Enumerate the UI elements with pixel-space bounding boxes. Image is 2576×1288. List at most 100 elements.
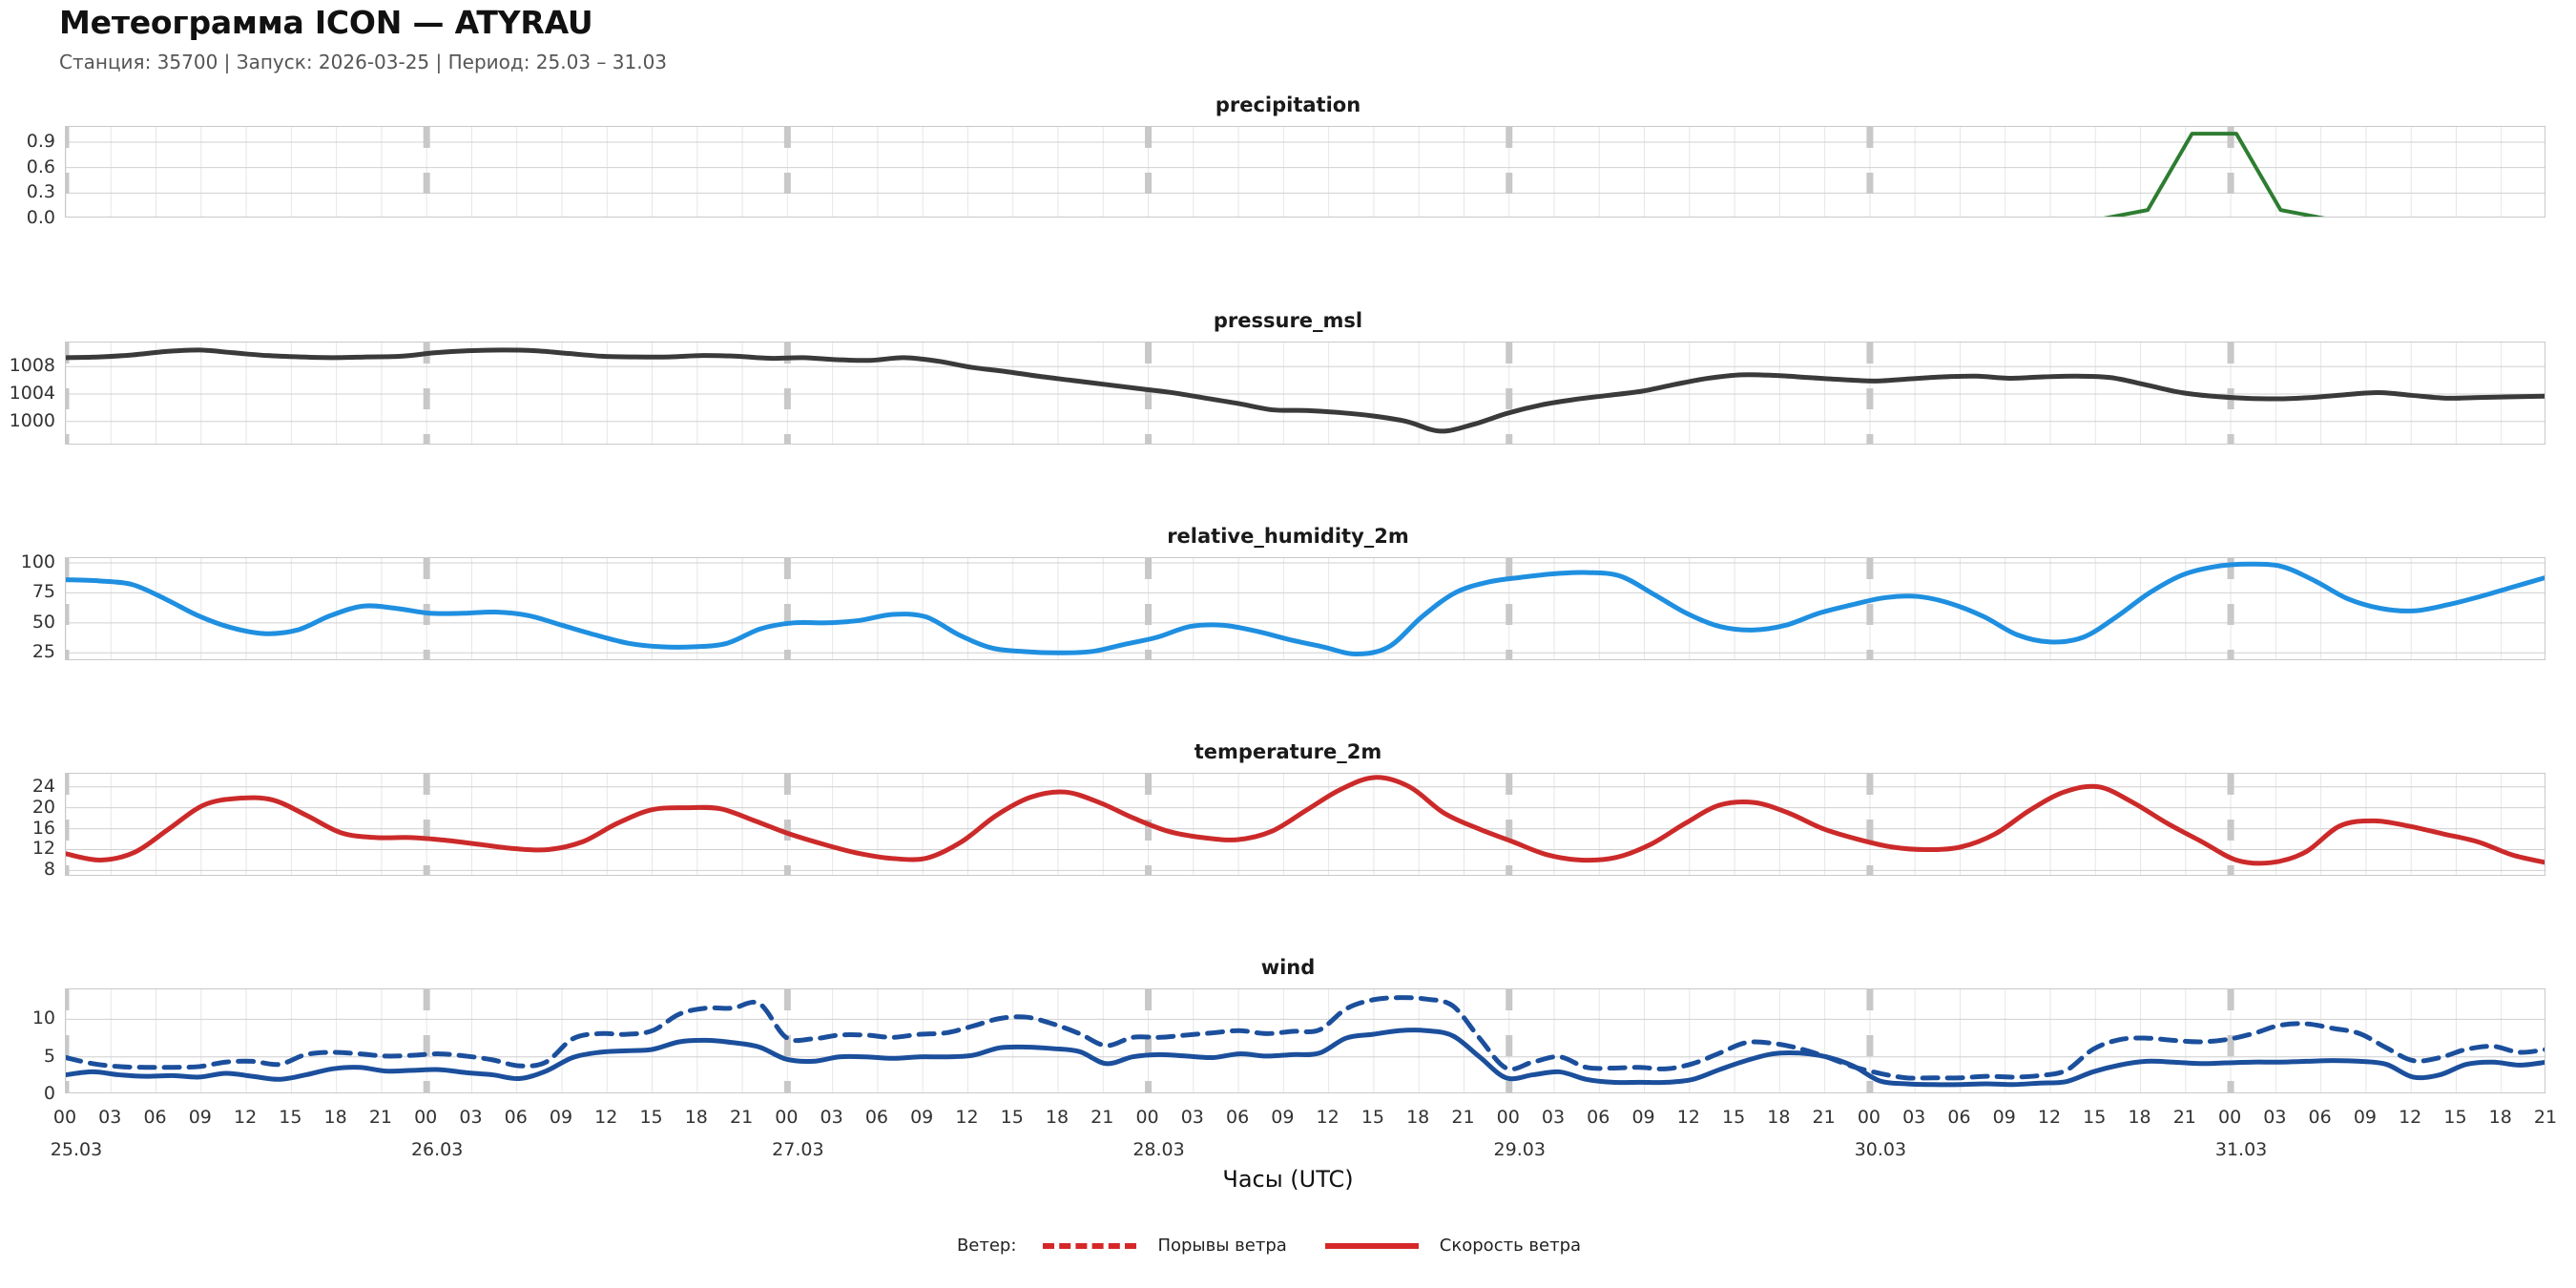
x-tick-hour: 03 <box>459 1107 483 1128</box>
x-tick-hour: 09 <box>549 1107 573 1128</box>
x-tick-hour: 15 <box>1361 1107 1384 1128</box>
x-tick-hour: 21 <box>1812 1107 1836 1128</box>
x-tick-hour: 15 <box>279 1107 302 1128</box>
y-tick-label: 0.3 <box>26 181 55 203</box>
x-tick-hour: 18 <box>323 1107 347 1128</box>
x-tick-hour: 18 <box>684 1107 708 1128</box>
legend-label-gusts: Порывы ветра <box>1157 1236 1287 1256</box>
x-tick-hour: 12 <box>594 1107 618 1128</box>
page-subtitle: Станция: 35700 | Запуск: 2026-03-25 | Пе… <box>59 51 668 73</box>
y-axis-wind: 0 5 10 <box>0 988 55 1104</box>
x-tick-hour: 21 <box>1091 1107 1114 1128</box>
y-tick-label: 75 <box>31 581 55 603</box>
x-tick-hour: 21 <box>729 1107 754 1128</box>
x-tick-hour: 15 <box>1000 1107 1024 1128</box>
x-tick-hour: 06 <box>143 1107 167 1128</box>
y-axis-precipitation: 0.0 0.3 0.6 0.9 <box>0 126 55 228</box>
x-tick-hour: 12 <box>233 1107 258 1128</box>
x-tick-hour: 00 <box>2217 1107 2242 1128</box>
x-tick-hour: 15 <box>1721 1107 1746 1128</box>
x-tick-hour: 03 <box>820 1107 843 1128</box>
x-tick-hour: 18 <box>1045 1107 1070 1128</box>
legend-title: Ветер: <box>956 1236 1017 1256</box>
x-tick-hour: 18 <box>1767 1107 1791 1128</box>
x-tick-hour: 09 <box>2353 1107 2377 1128</box>
x-tick-hour: 09 <box>188 1107 212 1128</box>
x-tick-hour: 18 <box>1406 1107 1430 1128</box>
y-tick-label: 8 <box>43 859 55 881</box>
x-tick-hour: 12 <box>1316 1107 1340 1128</box>
solid-line-icon <box>1324 1242 1419 1249</box>
y-tick-label: 25 <box>31 641 55 663</box>
x-axis: 00 03 06 09 12 15 18 21 00 03 06 09 12 15 18 21 00 03 06 09… <box>51 1107 2557 1183</box>
x-tick-hour: 15 <box>2083 1107 2107 1128</box>
x-tick-hour: 18 <box>2128 1107 2151 1128</box>
legend-item-gusts[interactable]: Порывы ветра <box>1043 1236 1287 1256</box>
y-tick-label: 1008 <box>9 355 55 377</box>
x-tick-hour: 03 <box>1180 1107 1204 1128</box>
x-tick-hour: 06 <box>1225 1107 1250 1128</box>
series-pressure_msl <box>66 347 2545 434</box>
x-tick-day: 29.03 <box>1493 1139 1546 1160</box>
legend-item-speed[interactable]: Скорость ветра <box>1324 1236 1582 1256</box>
y-tick-label: 1004 <box>9 383 55 404</box>
x-tick-hour: 21 <box>2533 1107 2558 1128</box>
legend-label-speed: Скорость ветра <box>1439 1236 1582 1256</box>
plot-area-precipitation <box>65 126 2545 218</box>
panel-title-pressure_msl: pressure_msl <box>1213 309 1363 332</box>
y-tick-label: 24 <box>31 775 55 797</box>
x-tick-hour: 09 <box>1631 1107 1655 1128</box>
x-tick-hour: 06 <box>504 1107 528 1128</box>
x-tick-hour: 03 <box>1541 1107 1566 1128</box>
series-temperature_2m <box>66 775 2545 866</box>
y-tick-label: 16 <box>31 817 55 839</box>
y-axis-relative_humidity_2m: 25 50 75 100 <box>0 551 55 663</box>
series-relative_humidity_2m <box>66 561 2545 656</box>
x-tick-day: 26.03 <box>410 1139 464 1160</box>
series-Скорость ветра <box>66 1028 2545 1088</box>
y-tick-label: 0.0 <box>26 207 55 228</box>
x-tick-hour: 03 <box>1902 1107 1926 1128</box>
y-tick-label: 50 <box>31 611 55 633</box>
y-tick-label: 0.6 <box>26 156 55 177</box>
x-tick-hour: 06 <box>1947 1107 1971 1128</box>
series-precipitation <box>66 132 2545 217</box>
x-tick-hour: 00 <box>414 1107 438 1128</box>
y-axis-temperature_2m: 8 12 16 20 24 <box>0 773 55 881</box>
x-tick-hour: 03 <box>98 1107 122 1128</box>
x-tick-hour: 15 <box>2443 1107 2467 1128</box>
series-Порывы ветра <box>66 995 2545 1081</box>
x-tick-hour: 00 <box>1857 1107 1880 1128</box>
y-tick-label: 12 <box>31 838 55 860</box>
x-tick-hour: 09 <box>1271 1107 1295 1128</box>
panel-title-wind: wind <box>1260 956 1316 979</box>
x-tick-hour: 12 <box>955 1107 979 1128</box>
x-tick-hour: 03 <box>2263 1107 2287 1128</box>
x-tick-hour: 00 <box>1135 1107 1159 1128</box>
y-tick-label: 5 <box>43 1045 55 1067</box>
x-tick-hour: 06 <box>2308 1107 2332 1128</box>
x-tick-hour: 00 <box>775 1107 799 1128</box>
y-tick-label: 0 <box>43 1083 55 1104</box>
panel-title-relative_humidity_2m: relative_humidity_2m <box>1167 525 1409 548</box>
page-title: Метеограмма ICON — ATYRAU <box>59 4 593 41</box>
panel-title-precipitation: precipitation <box>1215 93 1361 116</box>
x-axis-label: Часы (UTC) <box>1222 1166 1354 1193</box>
y-tick-label: 1000 <box>9 409 55 431</box>
plot-area-temperature_2m <box>65 773 2545 876</box>
x-tick-hour: 21 <box>1451 1107 1475 1128</box>
x-tick-day: 27.03 <box>772 1139 824 1160</box>
x-tick-hour: 21 <box>2172 1107 2196 1128</box>
x-tick-hour: 00 <box>1496 1107 1520 1128</box>
x-tick-day: 30.03 <box>1854 1139 1907 1160</box>
x-tick-day: 31.03 <box>2214 1139 2268 1160</box>
x-tick-day: 25.03 <box>50 1139 103 1160</box>
y-tick-label: 20 <box>31 796 55 818</box>
y-tick-label: 0.9 <box>26 131 55 152</box>
plot-area-wind <box>65 988 2545 1093</box>
x-tick-hour: 18 <box>2488 1107 2512 1128</box>
x-tick-hour: 09 <box>1992 1107 2016 1128</box>
y-tick-label: 100 <box>20 551 55 573</box>
x-tick-hour: 12 <box>2037 1107 2062 1128</box>
